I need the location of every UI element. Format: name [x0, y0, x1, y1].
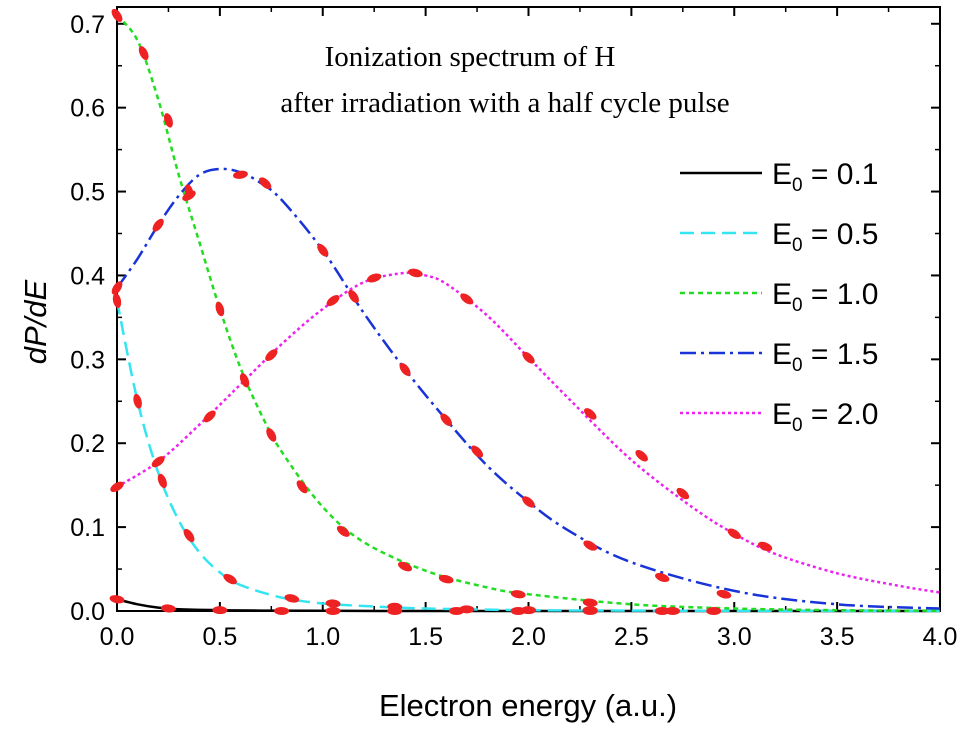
data-marker — [655, 572, 670, 583]
data-marker — [366, 273, 382, 283]
legend-label-1: E0 = 0.5 — [772, 218, 879, 256]
data-marker — [460, 293, 474, 305]
x-axis: 0.0 0.5 1.0 1.5 2.0 2.5 3.0 3.5 4.0 — [100, 7, 958, 651]
y-tick-label: 0.3 — [70, 346, 105, 374]
data-marker — [459, 605, 475, 614]
x-tick-label: 0.5 — [202, 623, 237, 651]
legend: E0 = 0.1 E0 = 0.5 E0 = 1.0 E0 = 1.5 E0 = 2.0 — [680, 158, 879, 436]
data-marker — [266, 427, 277, 442]
data-marker — [758, 541, 773, 552]
data-marker — [471, 445, 484, 458]
data-marker — [157, 473, 167, 489]
legend-label-0: E0 = 0.1 — [772, 158, 879, 196]
data-marker — [284, 594, 300, 603]
data-marker — [716, 589, 732, 599]
x-tick-label: 1.0 — [305, 623, 340, 651]
data-marker — [265, 349, 278, 362]
x-tick-label: 3.5 — [820, 623, 855, 651]
data-markers — [109, 8, 773, 616]
x-tick-label: 0.0 — [100, 623, 135, 651]
y-tick-label: 0.5 — [70, 179, 105, 207]
y-tick-label: 0.1 — [70, 514, 105, 542]
data-marker — [138, 46, 149, 61]
data-marker — [223, 573, 237, 585]
data-marker — [387, 602, 403, 611]
x-tick-label: 2.5 — [614, 623, 649, 651]
y-tick-label: 0.0 — [70, 598, 105, 626]
chart-subtitle: after irradiation with a half cycle puls… — [280, 87, 729, 119]
data-marker — [233, 170, 248, 179]
x-axis-title: Electron energy (a.u.) — [379, 688, 677, 723]
data-marker — [582, 606, 598, 615]
y-axis-title: dP/dE — [18, 279, 53, 364]
data-marker — [399, 362, 411, 376]
data-marker — [109, 595, 125, 604]
data-marker — [522, 351, 535, 364]
data-marker — [336, 525, 350, 537]
data-marker — [522, 496, 535, 508]
data-marker — [182, 190, 196, 201]
x-tick-label: 4.0 — [923, 623, 958, 651]
data-marker — [152, 218, 164, 232]
data-marker — [110, 481, 124, 493]
x-tick-label: 2.0 — [511, 623, 546, 651]
data-marker — [317, 243, 329, 257]
data-marker — [258, 177, 272, 190]
data-marker — [111, 8, 123, 22]
data-marker — [215, 301, 225, 317]
data-marker — [112, 293, 122, 308]
data-marker — [326, 295, 340, 307]
x-tick-label: 3.0 — [717, 623, 752, 651]
y-axis: 0.0 0.1 0.2 0.3 0.4 0.5 0.6 0.7 — [70, 11, 940, 626]
data-marker — [163, 113, 173, 128]
data-marker — [438, 574, 454, 584]
data-marker — [583, 408, 597, 420]
legend-label-2: E0 = 1.0 — [772, 278, 879, 316]
y-tick-label: 0.6 — [70, 95, 105, 123]
data-marker — [160, 604, 176, 613]
data-marker — [583, 540, 598, 551]
data-marker — [510, 590, 526, 599]
data-marker — [348, 289, 359, 303]
data-marker — [325, 599, 341, 608]
legend-label-4: E0 = 2.0 — [772, 398, 879, 436]
data-marker — [133, 393, 142, 409]
y-tick-label: 0.7 — [70, 11, 105, 39]
data-marker — [183, 528, 195, 543]
data-marker — [521, 606, 537, 615]
x-tick-label: 1.5 — [408, 623, 443, 651]
data-marker — [111, 281, 123, 295]
data-marker — [151, 456, 165, 468]
data-marker — [706, 607, 722, 615]
data-marker — [582, 598, 598, 607]
data-marker — [676, 487, 690, 500]
data-marker — [296, 480, 308, 494]
data-marker — [212, 606, 228, 615]
y-tick-label: 0.4 — [70, 262, 105, 290]
data-marker — [665, 606, 681, 616]
y-tick-label: 0.2 — [70, 430, 105, 458]
data-marker — [398, 561, 413, 572]
data-marker — [325, 607, 341, 615]
data-marker — [274, 606, 290, 616]
series-line-4 — [116, 271, 941, 594]
data-marker — [407, 268, 423, 278]
series-line-2 — [116, 14, 941, 612]
data-marker — [203, 410, 216, 423]
data-marker — [440, 413, 452, 426]
legend-label-3: E0 = 1.5 — [772, 338, 879, 376]
data-marker — [727, 528, 741, 540]
data-marker — [239, 373, 250, 388]
data-marker — [635, 450, 648, 462]
chart-title: Ionization spectrum of H — [325, 41, 616, 73]
